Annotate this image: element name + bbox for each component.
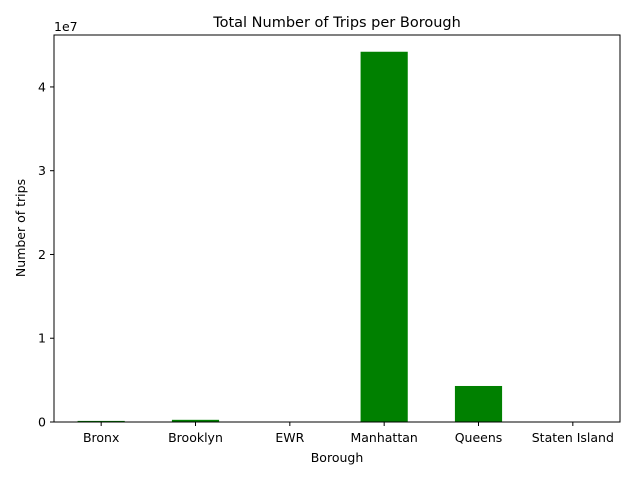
x-tick-label: Queens [455,430,503,445]
y-tick-label: 3 [38,163,46,178]
x-tick-label: Manhattan [350,430,417,445]
bar-queens [454,385,503,422]
y-tick-label: 4 [38,79,46,94]
x-tick-label: EWR [275,430,304,445]
y-tick-label: 2 [38,247,46,262]
x-ticks-group: Bronx Brooklyn EWR Manhattan Queens Staten Is… [83,422,614,445]
bar-manhattan [360,51,408,422]
y-axis-label: Number of trips [13,179,28,277]
x-tick-label: Bronx [83,430,119,445]
bar-brooklyn [171,419,220,422]
chart-title: Total Number of Trips per Borough [212,15,461,31]
bar-bronx [77,420,125,422]
plot-frame [53,34,621,423]
y-axis-offset-label: 1e7 [54,19,78,34]
bars-group [77,51,597,422]
x-tick-label: Staten Island [532,430,614,445]
y-tick-label: 0 [38,415,46,430]
y-ticks-group: 0 1 2 3 4 [38,79,54,430]
y-tick-label: 1 [38,331,46,346]
x-axis-label: Borough [311,450,364,465]
x-tick-label: Brooklyn [168,430,223,445]
